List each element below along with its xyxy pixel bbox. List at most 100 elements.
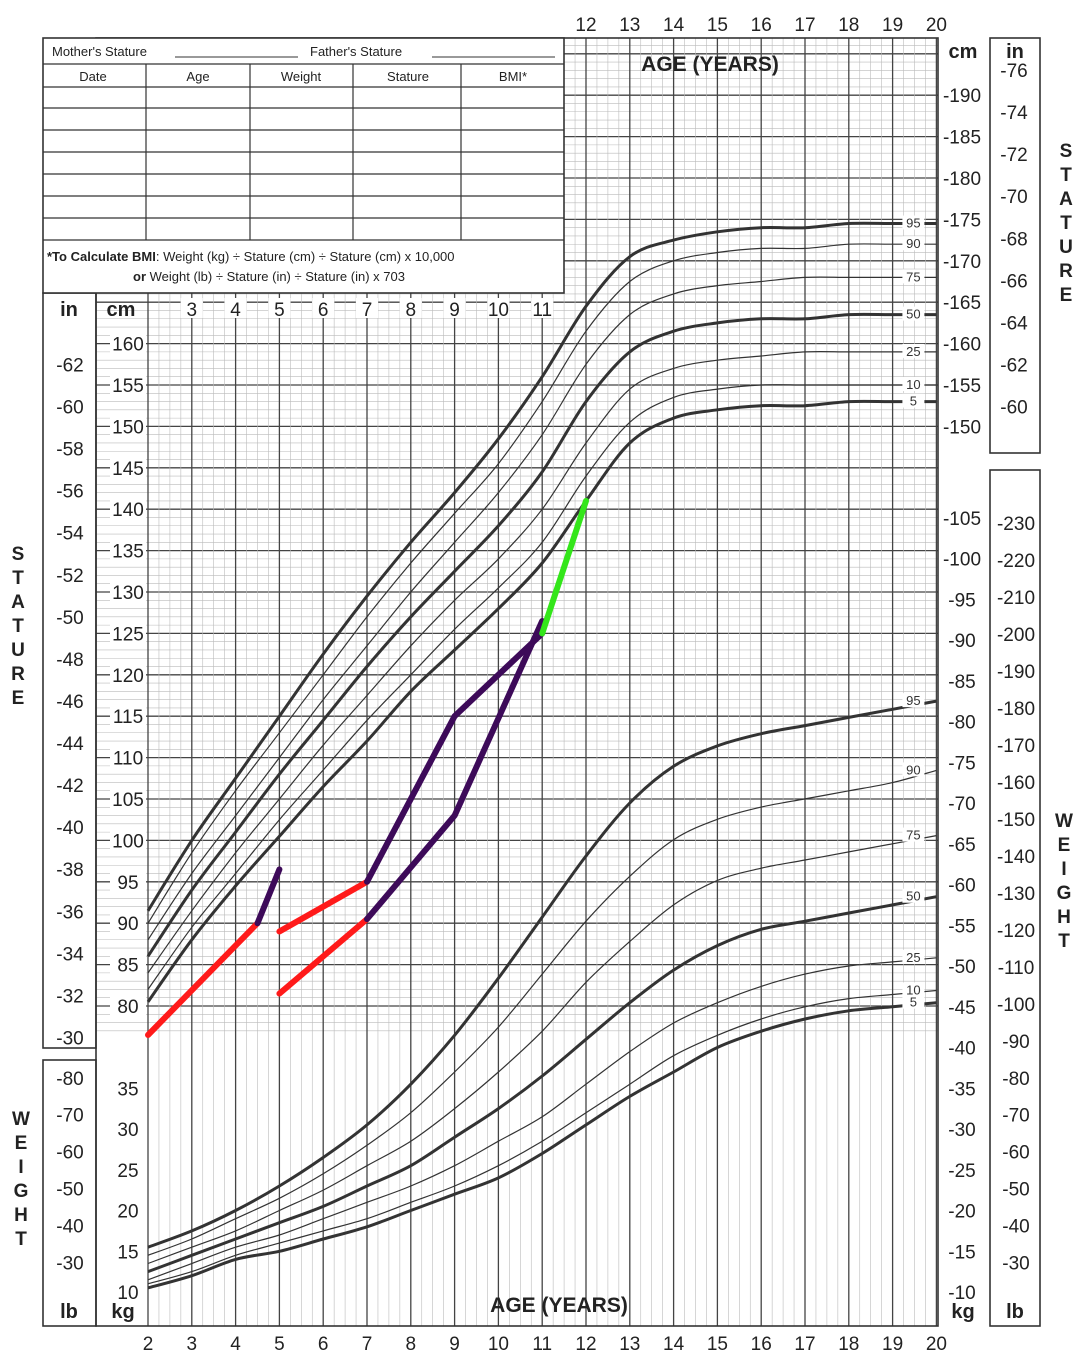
x-tick-middle: 9 bbox=[449, 300, 460, 321]
weight-kg-tick-right: -65 bbox=[948, 835, 975, 856]
age-title-top: AGE (YEARS) bbox=[641, 53, 779, 76]
stature-curve-95 bbox=[146, 221, 937, 912]
weight-kg-tick-right: -15 bbox=[948, 1242, 975, 1263]
stature-in-tick-right: -60 bbox=[1000, 398, 1027, 419]
pct-label-bg bbox=[902, 693, 925, 708]
weight-kg-tick-right: -55 bbox=[948, 916, 975, 937]
tick-bg bbox=[110, 374, 146, 394]
unit-in-right: in bbox=[1006, 41, 1024, 63]
stature-in-tick-left: -58 bbox=[56, 440, 83, 461]
tick-bg bbox=[942, 1036, 986, 1057]
left-weight-frame bbox=[42, 1059, 97, 1327]
stature-in-tick-left: -60 bbox=[56, 398, 83, 419]
weight-kg-tick-right: -85 bbox=[948, 672, 975, 693]
stature-side-label-left: A bbox=[11, 592, 25, 613]
x-tick-bottom: 5 bbox=[274, 1334, 285, 1354]
stature-pct-label-5: 5 bbox=[910, 394, 917, 409]
stature-cm-tick-left: 155 bbox=[112, 376, 144, 397]
weight-curve-50 bbox=[147, 895, 937, 1274]
weight-pct-label-95: 95 bbox=[906, 693, 920, 708]
unit-cm-right: cm bbox=[949, 41, 978, 63]
stature-side-label-right: R bbox=[1059, 261, 1073, 282]
col-stature: Stature bbox=[387, 69, 429, 84]
stature-pct-label-10: 10 bbox=[906, 377, 920, 392]
purple-plot-line-5 bbox=[364, 618, 546, 923]
stature-cm-tick-left: 95 bbox=[117, 873, 138, 894]
tick-bg bbox=[942, 125, 986, 146]
x-tick-bottom: 18 bbox=[838, 1334, 859, 1354]
weight-side-label-right: H bbox=[1057, 907, 1071, 928]
stature-side-label-left: E bbox=[12, 688, 25, 709]
weight-lb-tick-right: -30 bbox=[1002, 1254, 1029, 1275]
pct-label-bg bbox=[902, 949, 925, 964]
weight-lb-tick-right: -140 bbox=[997, 847, 1035, 868]
weight-side-label-left: G bbox=[14, 1181, 29, 1202]
right-weight-frame bbox=[989, 469, 1041, 1327]
tick-bg bbox=[942, 588, 986, 609]
weight-lb-tick-left: -40 bbox=[56, 1217, 83, 1238]
stature-cm-tick-right: -175 bbox=[943, 210, 981, 231]
x-tick-middle: 5 bbox=[274, 300, 285, 321]
x-tick-top: 18 bbox=[838, 15, 859, 36]
weight-lb-tick-right: -150 bbox=[997, 810, 1035, 831]
weight-lb-tick-right: -230 bbox=[997, 514, 1035, 535]
unit-kg-left: kg bbox=[111, 1301, 134, 1323]
weight-lb-tick-left: -30 bbox=[56, 1254, 83, 1275]
x-tick-top: 15 bbox=[707, 15, 728, 36]
tick-bg bbox=[942, 291, 986, 312]
tick-bg bbox=[110, 539, 146, 560]
weight-pct-label-90: 90 bbox=[906, 762, 920, 777]
tick-bg bbox=[942, 506, 986, 527]
tick-bg bbox=[942, 332, 986, 353]
red-plot-line-0 bbox=[145, 920, 261, 1038]
tick-bg bbox=[942, 374, 986, 394]
col-age: Age bbox=[186, 69, 209, 84]
x-tick-bottom: 3 bbox=[187, 1334, 198, 1354]
stature-in-tick-left: -46 bbox=[56, 692, 83, 713]
stature-cm-tick-right: -150 bbox=[943, 417, 981, 438]
weight-lb-tick-right: -160 bbox=[997, 773, 1035, 794]
tick-bg bbox=[942, 669, 986, 690]
x-tick-bottom: 4 bbox=[230, 1334, 241, 1354]
x-tick-middle-bg bbox=[180, 298, 203, 318]
x-tick-top: 14 bbox=[663, 15, 685, 36]
tick-bg bbox=[110, 498, 146, 519]
stature-curve-50 bbox=[146, 312, 937, 958]
stature-in-tick-right: -62 bbox=[1000, 355, 1027, 376]
weight-pct-label-75: 75 bbox=[906, 828, 920, 843]
tick-bg bbox=[942, 710, 986, 731]
tick-bg bbox=[942, 955, 986, 975]
x-tick-middle: 8 bbox=[406, 300, 417, 321]
stature-curve-25 bbox=[147, 350, 937, 974]
weight-side-label-left: H bbox=[14, 1205, 28, 1226]
col-weight: Weight bbox=[281, 69, 322, 84]
weight-pct-label-5: 5 bbox=[910, 995, 917, 1010]
x-tick-middle-bg bbox=[531, 298, 554, 318]
weight-kg-tick-left: 30 bbox=[117, 1120, 138, 1141]
stature-pct-label-50: 50 bbox=[906, 307, 920, 322]
tick-bg bbox=[110, 332, 146, 353]
col-bmi: BMI* bbox=[499, 69, 527, 84]
tick-bg bbox=[942, 751, 986, 772]
weight-side-label-left: W bbox=[12, 1109, 30, 1130]
stature-in-tick-left: -30 bbox=[56, 1028, 83, 1049]
x-tick-middle-bg bbox=[487, 298, 510, 318]
pct-label-bg bbox=[902, 377, 925, 391]
tick-bg bbox=[110, 1077, 146, 1098]
weight-lb-tick-right: -110 bbox=[998, 958, 1035, 979]
pct-label-bg bbox=[902, 982, 925, 997]
stature-curve-5 bbox=[146, 399, 937, 1003]
stature-in-tick-left: -34 bbox=[56, 944, 84, 965]
stature-in-tick-left: -44 bbox=[56, 734, 84, 755]
bmi-note-line2: or Weight (lb) ÷ Stature (in) ÷ Stature … bbox=[133, 269, 405, 284]
x-tick-middle-bg bbox=[268, 298, 291, 318]
record-table: Mother's Stature Father's Stature Date A… bbox=[42, 37, 565, 294]
stature-in-tick-right: -76 bbox=[1000, 61, 1027, 82]
weight-side-label-left: I bbox=[18, 1157, 23, 1178]
x-tick-bottom: 11 bbox=[532, 1334, 552, 1354]
x-tick-middle: 10 bbox=[488, 300, 509, 321]
tick-bg bbox=[942, 1281, 986, 1301]
stature-in-tick-left: -42 bbox=[56, 776, 83, 797]
